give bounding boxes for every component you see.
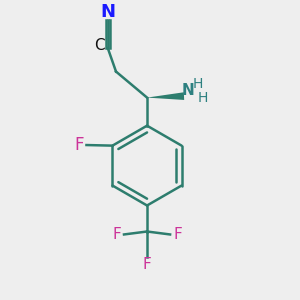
Text: F: F xyxy=(143,257,152,272)
Text: N: N xyxy=(182,83,194,98)
Text: F: F xyxy=(173,227,182,242)
Polygon shape xyxy=(147,92,184,100)
Text: C: C xyxy=(94,38,105,53)
Text: H: H xyxy=(198,91,208,105)
Text: F: F xyxy=(74,136,84,154)
Text: F: F xyxy=(112,227,121,242)
Text: H: H xyxy=(193,77,203,91)
Text: N: N xyxy=(100,4,115,22)
